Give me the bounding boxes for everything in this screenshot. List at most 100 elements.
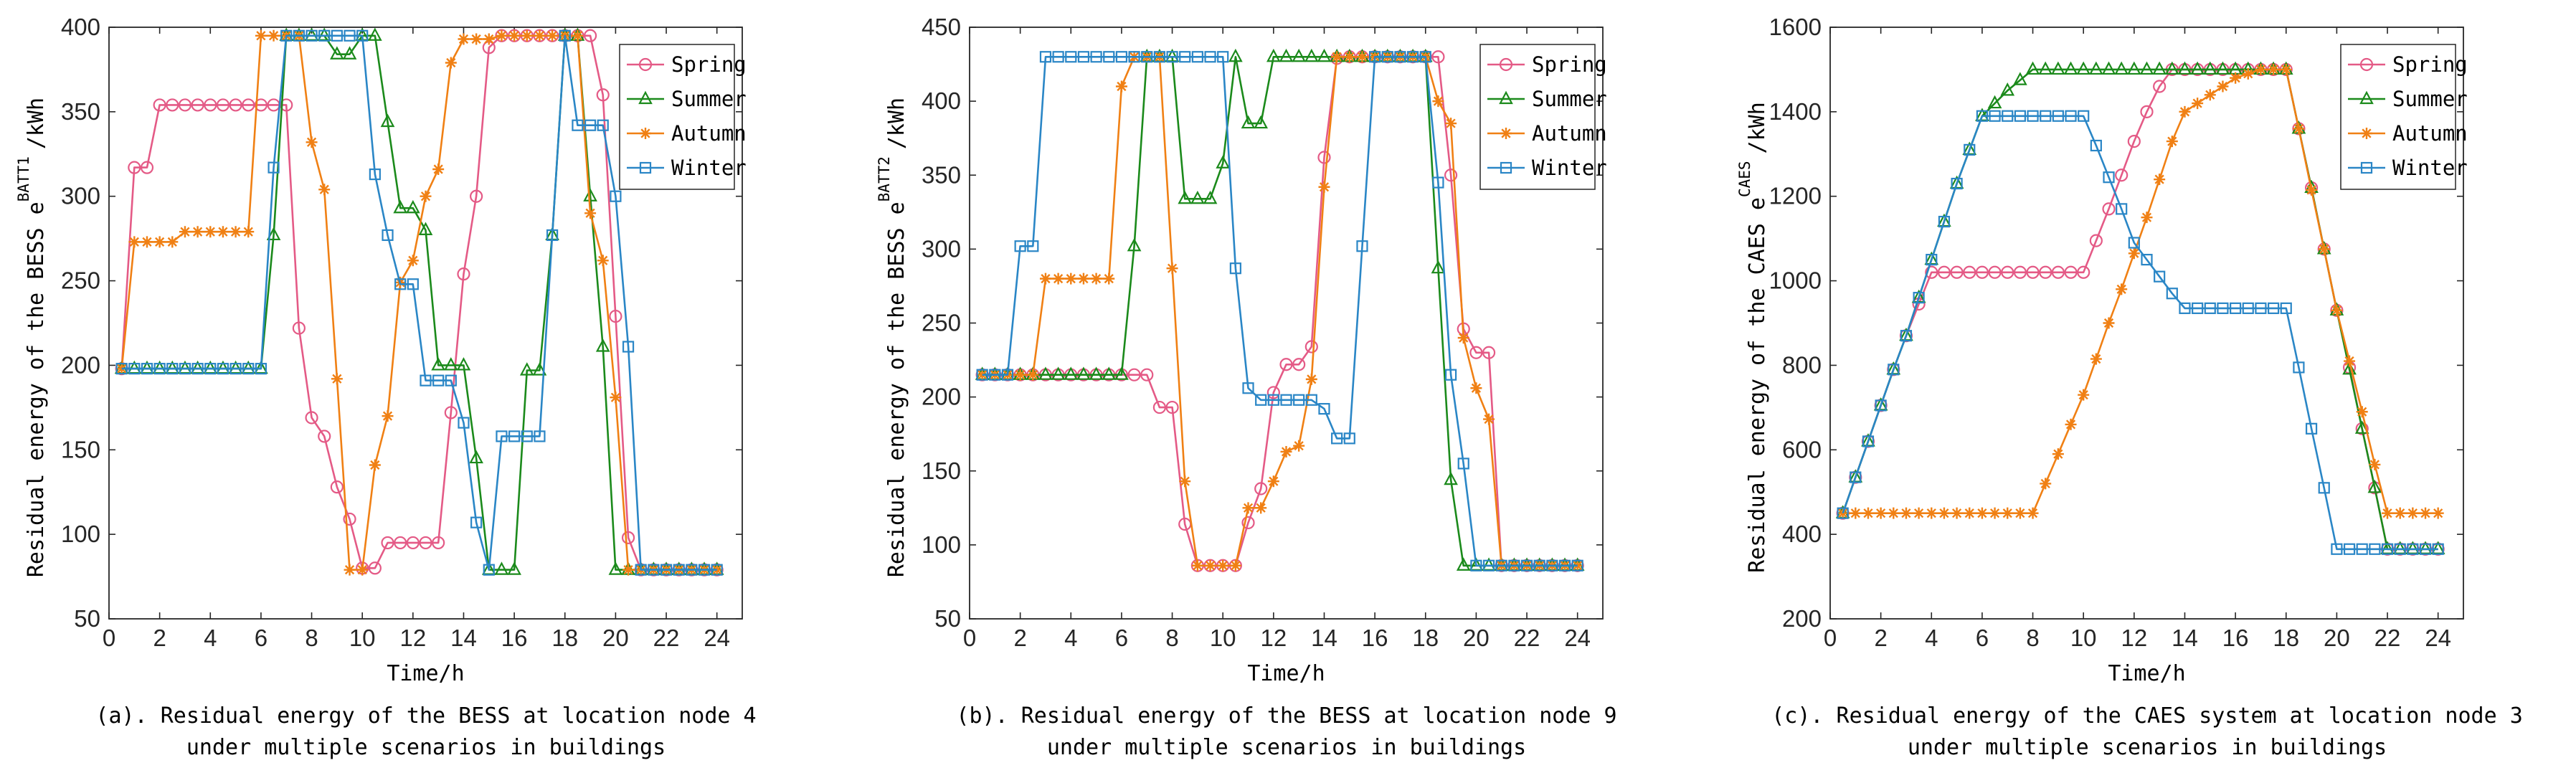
data-point-winter (1065, 51, 1077, 63)
data-point-autumn (242, 226, 255, 238)
x-tick-label: 2 (1874, 625, 1887, 651)
data-point-autumn (1875, 507, 1887, 519)
data-point-autumn (2192, 98, 2204, 110)
data-point-winter (1964, 143, 1976, 156)
data-point-autumn (1027, 369, 1039, 381)
y-axis-label-superscript: BATT1 (15, 156, 32, 201)
x-tick-label: 24 (704, 625, 730, 651)
data-point-winter (331, 29, 343, 42)
data-point-autumn (141, 236, 153, 248)
data-point-winter (2381, 543, 2394, 555)
data-point-spring (419, 536, 432, 550)
data-point-autumn (1445, 118, 1457, 130)
data-point-autumn (1457, 332, 1469, 344)
data-point-winter (2065, 110, 2077, 122)
x-tick-label: 4 (204, 625, 217, 651)
data-point-winter (1546, 559, 1558, 572)
data-point-summer (266, 227, 281, 241)
data-point-autumn (521, 29, 533, 42)
legend-item-winter: Winter (2348, 156, 2468, 180)
y-axis: 50 100 150 200 250 300 350 400 (61, 14, 742, 632)
x-tick-label: 10 (2070, 625, 2097, 651)
data-point-winter (293, 29, 305, 42)
data-point-autumn (1343, 51, 1355, 63)
data-point-winter (2293, 361, 2305, 374)
data-point-winter (369, 168, 381, 181)
data-point-autumn (331, 373, 343, 385)
data-point-winter (1077, 51, 1090, 63)
data-point-winter (1141, 51, 1153, 63)
legend-item-summer: Summer (2348, 87, 2468, 111)
data-point-winter (2318, 482, 2330, 494)
series-line-winter (121, 34, 717, 571)
data-point-winter (2090, 139, 2102, 152)
data-point-autumn (2394, 507, 2406, 519)
legend-swatch-marker (640, 128, 651, 139)
data-point-spring (1292, 358, 1306, 371)
data-point-winter (1204, 51, 1216, 63)
data-point-spring (2115, 169, 2128, 182)
legend-swatch-marker (638, 90, 653, 105)
data-point-spring (2153, 80, 2167, 93)
data-point-winter (572, 119, 584, 131)
data-point-winter (191, 363, 204, 375)
data-point-autumn (445, 57, 457, 69)
data-point-winter (1558, 559, 1571, 572)
data-point-autumn (1242, 502, 1254, 514)
y-tick-label: 350 (61, 98, 100, 125)
data-point-summer (1266, 48, 1281, 62)
legend-swatch-marker (2359, 57, 2374, 72)
x-tick-label: 2 (1013, 625, 1026, 651)
data-point-autumn (2230, 72, 2242, 84)
data-point-spring (470, 189, 483, 203)
data-point-spring (1975, 265, 1989, 279)
data-point-winter (711, 564, 723, 576)
y-tick-label: 1600 (1769, 14, 1822, 40)
data-point-autumn (2344, 355, 2356, 367)
data-point-winter (128, 363, 141, 375)
data-point-winter (976, 369, 988, 381)
x-tick-label: 6 (255, 625, 267, 651)
data-point-winter (2002, 110, 2014, 122)
data-point-winter (1888, 364, 1900, 376)
data-point-autumn (2280, 63, 2292, 75)
data-point-spring (242, 98, 255, 112)
data-point-winter (179, 363, 191, 375)
legend: Spring Summer Autumn Winter (619, 44, 747, 190)
data-point-autumn (610, 392, 622, 404)
legend-label: Spring (2392, 52, 2468, 77)
data-point-winter (1482, 559, 1495, 572)
caption-line-1: (a). Residual energy of the BESS at loca… (95, 703, 756, 729)
data-point-winter (2204, 302, 2216, 314)
x-tick-label: 8 (305, 625, 318, 651)
data-point-summer (2139, 61, 2154, 75)
data-point-winter (2192, 302, 2204, 314)
data-point-winter (1837, 507, 1849, 519)
y-tick-label: 100 (61, 521, 100, 547)
data-point-autumn (1318, 181, 1330, 193)
legend-label: Spring (1532, 52, 1607, 77)
data-point-winter (2331, 543, 2343, 555)
data-point-winter (2230, 302, 2242, 314)
data-point-winter (2407, 543, 2419, 555)
data-point-winter (166, 363, 179, 375)
data-point-autumn (2002, 507, 2014, 519)
x-tick-label: 24 (2425, 625, 2451, 651)
x-tick-label: 20 (1463, 625, 1490, 651)
data-point-spring (254, 98, 268, 112)
x-tick-label: 8 (1165, 625, 1178, 651)
data-point-winter (660, 564, 673, 576)
data-point-autumn (508, 29, 521, 42)
y-tick-label: 400 (1782, 521, 1822, 547)
data-point-winter (115, 363, 128, 375)
data-point-autumn (318, 184, 331, 196)
data-point-winter (445, 374, 457, 386)
y-axis-label-text: Residual energy of the BESS e (884, 201, 909, 577)
data-point-winter (280, 29, 293, 42)
data-point-autumn (2318, 243, 2330, 255)
legend-swatch-marker (2359, 90, 2374, 105)
y-tick-label: 150 (61, 436, 100, 463)
data-point-spring (318, 430, 331, 443)
legend-item-autumn: Autumn (627, 121, 747, 146)
